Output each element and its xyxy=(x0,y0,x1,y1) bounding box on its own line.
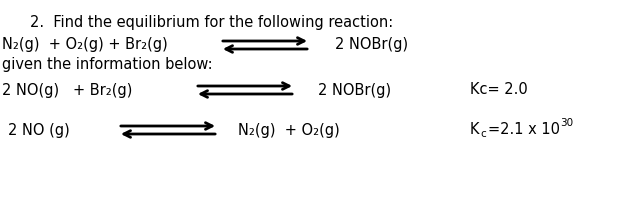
Text: 2 NOBr(g): 2 NOBr(g) xyxy=(318,83,391,98)
Text: N₂(g)  + O₂(g) + Br₂(g): N₂(g) + O₂(g) + Br₂(g) xyxy=(2,37,168,52)
Text: c: c xyxy=(480,129,486,139)
Text: 2.  Find the equilibrium for the following reaction:: 2. Find the equilibrium for the followin… xyxy=(30,16,393,31)
Text: 2 NO(g)   + Br₂(g): 2 NO(g) + Br₂(g) xyxy=(2,83,132,98)
Text: =2.1 x 10: =2.1 x 10 xyxy=(488,123,560,137)
Text: given the information below:: given the information below: xyxy=(2,57,212,73)
Text: Kc= 2.0: Kc= 2.0 xyxy=(470,83,528,98)
Text: N₂(g)  + O₂(g): N₂(g) + O₂(g) xyxy=(238,123,340,137)
Text: 2 NO (g): 2 NO (g) xyxy=(8,123,70,137)
Text: 2 NOBr(g): 2 NOBr(g) xyxy=(335,37,408,52)
Text: 30: 30 xyxy=(560,118,573,128)
Text: K: K xyxy=(470,123,480,137)
